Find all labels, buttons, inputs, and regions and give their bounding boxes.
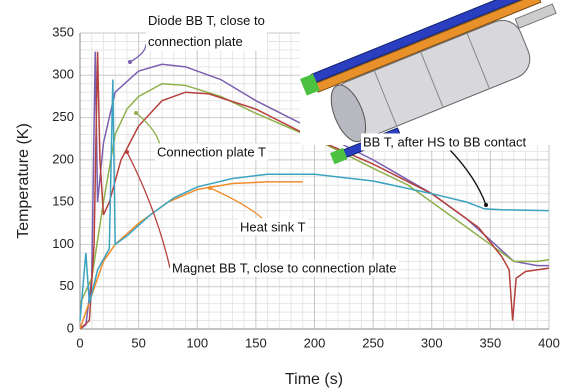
x-tick-label: 200 [304, 335, 326, 350]
annotation-arrowhead [208, 186, 212, 190]
x-axis-title: Time (s) [285, 371, 343, 388]
annotation-arrow [210, 188, 262, 218]
y-tick-label: 100 [52, 236, 74, 251]
y-tick-label: 200 [52, 151, 74, 166]
y-tick-label: 350 [52, 24, 74, 39]
annotation-arrowhead [134, 111, 138, 115]
y-tick-label: 0 [67, 320, 74, 335]
y-tick-label: 300 [52, 67, 74, 82]
annotation-arrow [130, 44, 146, 62]
series-line [80, 182, 303, 329]
annotation-arrow [127, 152, 170, 268]
chart: Diode BB T, close toconnection plateConn… [0, 0, 565, 390]
page: {"chart_data": {"type": "line", "x_label… [0, 0, 565, 390]
annotation: Connection plate T [157, 144, 266, 159]
annotation-arrowhead [125, 150, 129, 154]
x-tick-label: 150 [245, 335, 267, 350]
x-tick-label: 300 [421, 335, 443, 350]
x-tick-label: 400 [538, 335, 560, 350]
x-tick-label: 50 [131, 335, 145, 350]
annotation: Heat sink T [240, 219, 306, 234]
annotation-arrowhead [484, 203, 488, 207]
annotation: BB T, after HS to BB contact [363, 134, 526, 149]
x-tick-label: 0 [76, 335, 83, 350]
x-tick-label: 100 [186, 335, 208, 350]
y-tick-label: 150 [52, 194, 74, 209]
y-tick-label: 250 [52, 109, 74, 124]
y-tick-label: 50 [60, 278, 74, 293]
x-tick-label: 350 [480, 335, 502, 350]
annotation-arrowhead [128, 60, 132, 64]
x-tick-label: 250 [362, 335, 384, 350]
y-axis-title: Temperature (K) [15, 123, 32, 239]
annotation: Magnet BB T, close to connection plate [172, 260, 397, 275]
